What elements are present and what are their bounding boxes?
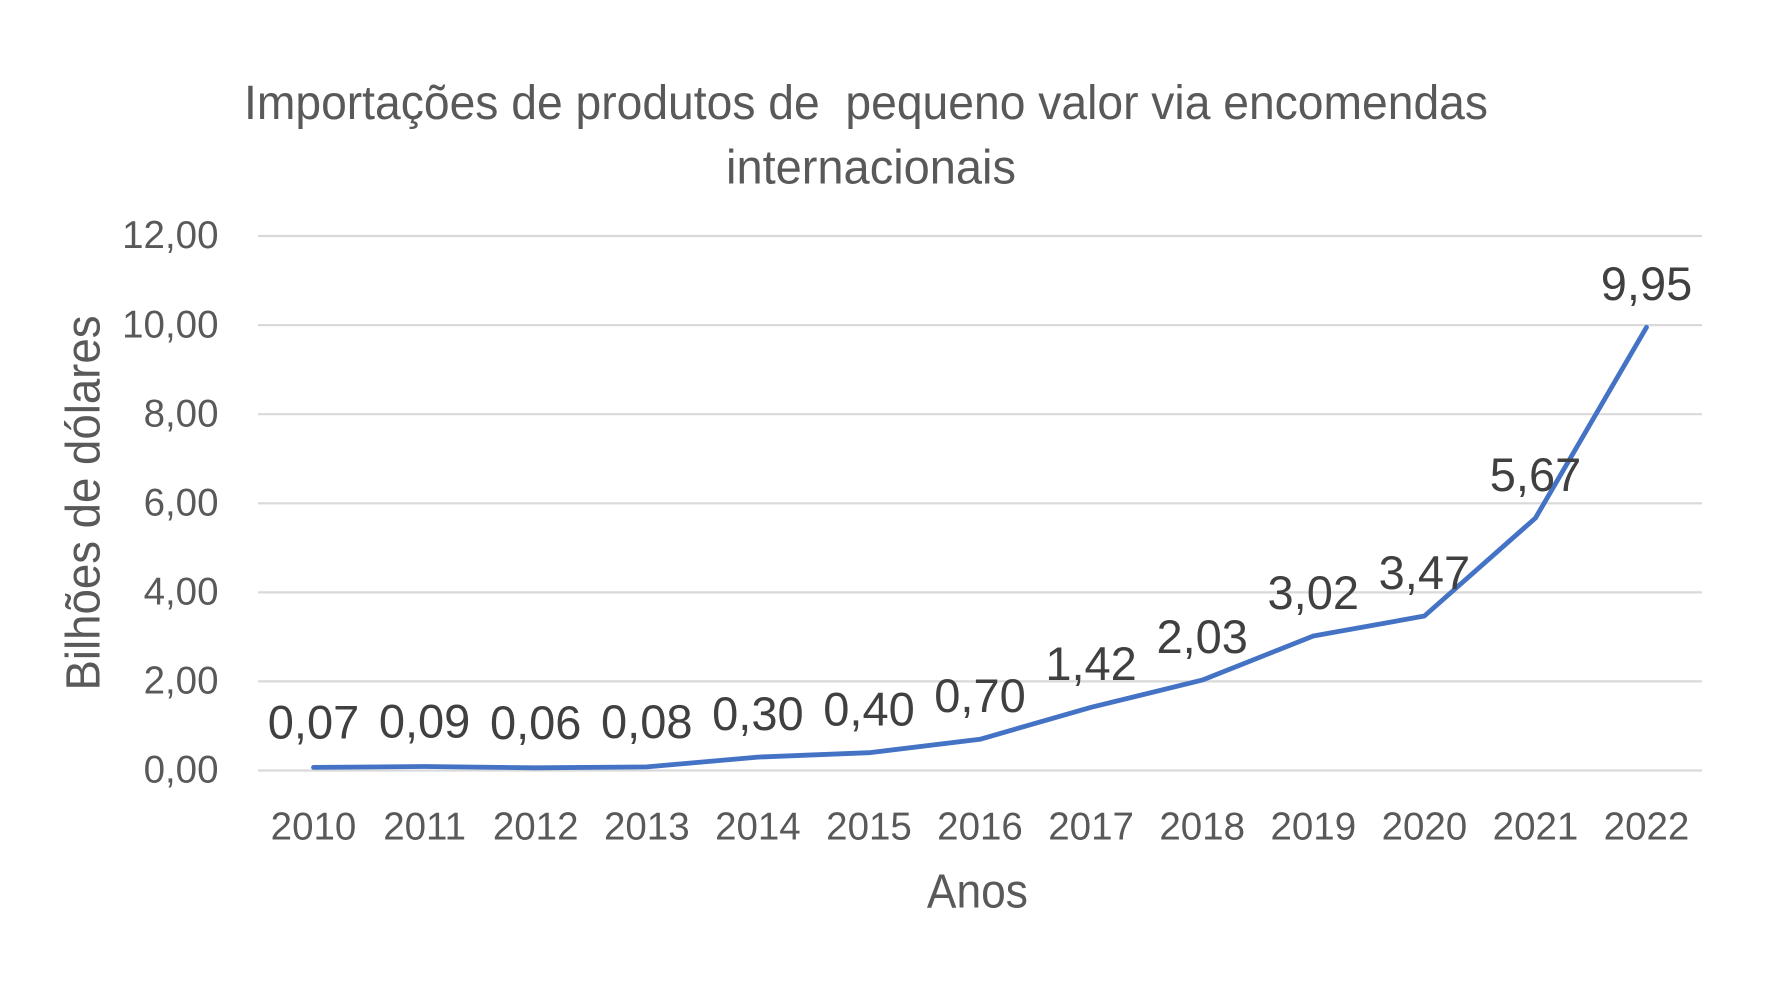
svg-text:Importações de produtos de pe: Importações de produtos de pequeno valor… — [244, 77, 1488, 130]
svg-text:internacionais: internacionais — [726, 141, 1016, 194]
svg-text:2015: 2015 — [826, 806, 912, 849]
svg-text:2021: 2021 — [1493, 806, 1579, 849]
svg-text:0,00: 0,00 — [144, 749, 219, 792]
svg-text:8,00: 8,00 — [144, 392, 219, 435]
svg-text:2010: 2010 — [271, 806, 357, 849]
svg-text:6,00: 6,00 — [144, 482, 219, 525]
svg-text:12,00: 12,00 — [122, 214, 218, 257]
svg-text:2017: 2017 — [1048, 806, 1134, 849]
svg-text:0,08: 0,08 — [601, 695, 692, 748]
svg-text:2014: 2014 — [715, 806, 801, 849]
svg-text:2012: 2012 — [493, 806, 579, 849]
svg-text:0,40: 0,40 — [823, 683, 914, 736]
svg-text:Bilhões de dólares: Bilhões de dólares — [58, 316, 111, 691]
svg-text:2,00: 2,00 — [144, 660, 219, 703]
svg-text:3,02: 3,02 — [1268, 566, 1359, 619]
svg-text:2022: 2022 — [1604, 806, 1690, 849]
svg-text:5,67: 5,67 — [1490, 448, 1581, 501]
svg-text:3,47: 3,47 — [1379, 546, 1470, 599]
svg-text:Anos: Anos — [927, 866, 1028, 919]
svg-text:4,00: 4,00 — [144, 571, 219, 614]
svg-text:1,42: 1,42 — [1045, 637, 1136, 690]
svg-text:10,00: 10,00 — [122, 303, 218, 346]
svg-text:0,09: 0,09 — [379, 695, 470, 748]
svg-text:2020: 2020 — [1382, 806, 1468, 849]
svg-text:2013: 2013 — [604, 806, 690, 849]
svg-text:9,95: 9,95 — [1601, 257, 1692, 310]
svg-text:2019: 2019 — [1270, 806, 1356, 849]
svg-text:2018: 2018 — [1159, 806, 1245, 849]
svg-text:0,06: 0,06 — [490, 696, 581, 749]
svg-text:2016: 2016 — [937, 806, 1023, 849]
svg-text:2011: 2011 — [383, 806, 466, 849]
svg-text:0,30: 0,30 — [712, 687, 803, 740]
svg-text:0,07: 0,07 — [268, 696, 359, 749]
svg-text:2,03: 2,03 — [1156, 610, 1247, 663]
svg-text:0,70: 0,70 — [934, 669, 1025, 722]
